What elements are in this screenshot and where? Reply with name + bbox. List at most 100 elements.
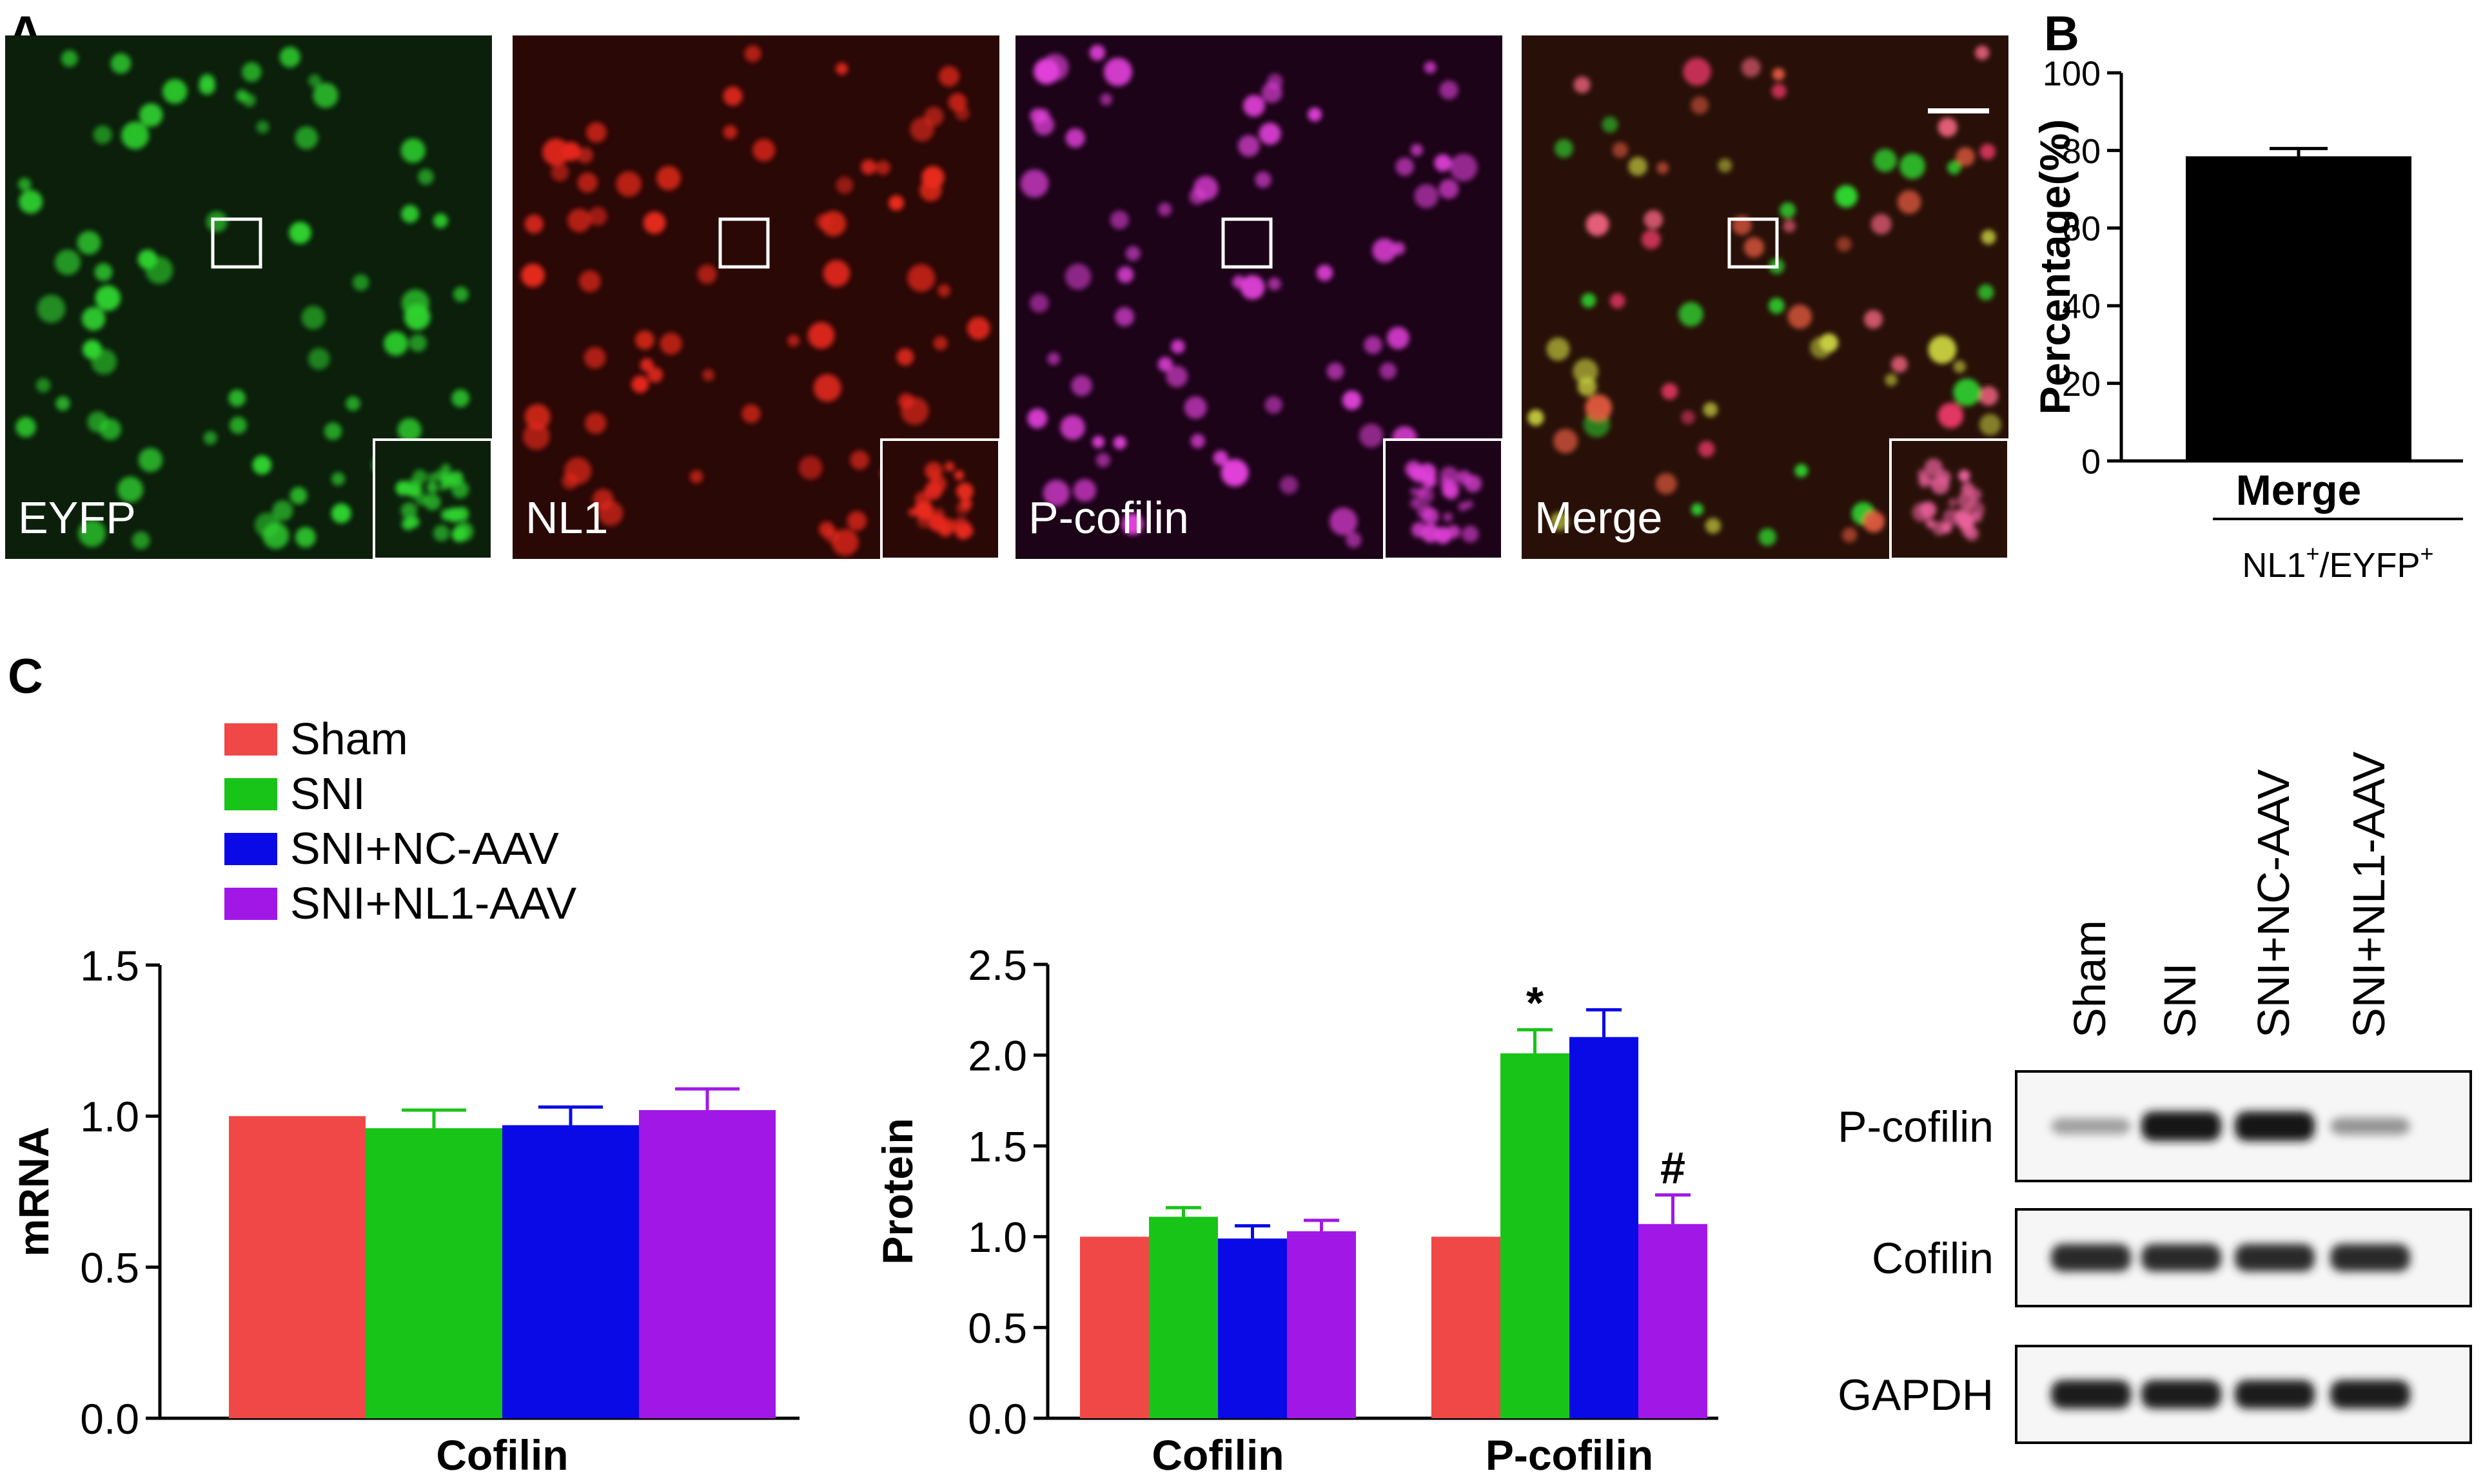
cell-p-cofilin bbox=[1095, 453, 1111, 467]
cell-p-cofilin bbox=[1122, 513, 1144, 535]
cell-eyfp bbox=[384, 331, 408, 356]
cell-eyfp bbox=[289, 221, 311, 244]
inset-cell-eyfp bbox=[441, 464, 451, 474]
cell-nl1 bbox=[640, 358, 654, 372]
cell-p-cofilin bbox=[1092, 436, 1104, 448]
cell-p-cofilin bbox=[1259, 122, 1281, 145]
inset-cell-p-cofilin bbox=[1457, 470, 1471, 485]
cell-merge bbox=[1644, 210, 1663, 229]
cell-nl1 bbox=[635, 330, 654, 350]
y-tick-label-b: 40 bbox=[2062, 288, 2101, 326]
blot-band-gapdh-sham bbox=[2051, 1380, 2131, 1409]
y-tick-label-c-mrna: 0.0 bbox=[80, 1395, 139, 1443]
cell-nl1 bbox=[888, 195, 905, 211]
cell-p-cofilin bbox=[1268, 277, 1281, 291]
chart-c-mrna: 0.0 0.5 1.0 1.5 mRNA Cofilin bbox=[10, 942, 800, 1479]
cell-merge bbox=[1780, 202, 1796, 219]
cell-eyfp bbox=[203, 431, 217, 445]
micrograph-label-eyfp: EYFP bbox=[18, 493, 136, 543]
cell-merge bbox=[1978, 386, 1999, 406]
inset-cell-p-cofilin bbox=[1421, 524, 1440, 543]
y-tick-label-c-protein: 0.0 bbox=[968, 1395, 1027, 1443]
inset-cell-eyfp bbox=[454, 522, 474, 542]
cell-p-cofilin bbox=[1171, 339, 1185, 354]
cell-nl1 bbox=[690, 470, 703, 483]
cell-p-cofilin bbox=[1103, 57, 1132, 86]
blot-lane-label-sni-nc-aav: SNI+NC-AAV bbox=[2248, 769, 2299, 1038]
cell-p-cofilin bbox=[1387, 326, 1409, 349]
bar-c-protein-cofilin-sham bbox=[1080, 1236, 1149, 1418]
cell-merge bbox=[1772, 68, 1785, 81]
cell-eyfp bbox=[242, 93, 256, 107]
cell-eyfp bbox=[453, 286, 469, 302]
cell-merge bbox=[1743, 237, 1765, 258]
inset-cell-p-cofilin bbox=[1422, 473, 1437, 488]
blot-bands-p-cofilin bbox=[2051, 1111, 2410, 1141]
inset-cell-eyfp bbox=[449, 471, 464, 485]
cell-eyfp bbox=[301, 306, 326, 330]
cell-eyfp bbox=[93, 125, 112, 144]
cell-eyfp bbox=[228, 389, 246, 407]
cell-nl1 bbox=[948, 93, 967, 112]
cell-eyfp bbox=[262, 522, 290, 549]
cell-p-cofilin bbox=[1073, 479, 1097, 502]
bar-c-protein-cofilin-sni-nc-aav bbox=[1218, 1238, 1287, 1418]
inset-cell-p-cofilin bbox=[1464, 500, 1474, 509]
cell-nl1 bbox=[567, 208, 591, 233]
cell-merge bbox=[1768, 297, 1785, 314]
cell-p-cofilin bbox=[1158, 202, 1172, 217]
y-tick-label-c-protein: 1.5 bbox=[968, 1122, 1027, 1170]
inset-cell-merge bbox=[1961, 482, 1975, 496]
inset-cell-merge bbox=[1948, 498, 1958, 507]
cell-merge bbox=[1953, 360, 1967, 373]
legend-swatch-sni-nl1-aav bbox=[224, 888, 277, 920]
cell-nl1 bbox=[907, 264, 936, 292]
cell-p-cofilin bbox=[1027, 408, 1048, 429]
inset-cells-p-cofilin bbox=[1405, 460, 1482, 544]
cell-nl1 bbox=[723, 125, 738, 139]
cell-nl1 bbox=[577, 172, 598, 193]
inset-cell-merge bbox=[1912, 502, 1932, 522]
cell-p-cofilin bbox=[1089, 44, 1106, 61]
bar-c-protein-p-cofilin-sni bbox=[1500, 1053, 1569, 1418]
y-tick-label-b: 20 bbox=[2062, 365, 2101, 404]
cell-merge bbox=[1691, 503, 1703, 516]
cell-eyfp bbox=[110, 53, 132, 74]
inset-cell-nl1 bbox=[961, 522, 972, 532]
cell-p-cofilin bbox=[1117, 266, 1134, 284]
bar-c-protein-cofilin-sni bbox=[1149, 1216, 1218, 1418]
micrograph-cells-p-cofilin bbox=[1020, 44, 1478, 548]
inset-cell-eyfp bbox=[447, 507, 462, 523]
cell-merge bbox=[1577, 376, 1597, 396]
cell-eyfp bbox=[313, 83, 339, 108]
legend-label-sham: Sham bbox=[290, 714, 408, 764]
inset-cell-p-cofilin bbox=[1443, 512, 1453, 522]
cell-merge bbox=[1553, 429, 1578, 454]
cell-merge bbox=[1899, 153, 1925, 179]
y-tick-label-c-protein: 2.5 bbox=[968, 941, 1027, 989]
inset-cells-merge bbox=[1912, 458, 1985, 541]
inset-cell-p-cofilin bbox=[1410, 487, 1419, 496]
cell-eyfp bbox=[94, 263, 113, 281]
cell-merge bbox=[1609, 293, 1625, 309]
cell-eyfp bbox=[331, 472, 345, 486]
y-axis-label-b: Percentage(%) bbox=[2031, 119, 2079, 415]
cell-merge bbox=[1612, 142, 1629, 158]
panel-letter-c: C bbox=[8, 649, 43, 704]
cell-merge bbox=[1705, 518, 1722, 534]
cell-eyfp bbox=[256, 121, 270, 133]
cell-nl1 bbox=[616, 171, 642, 197]
cell-nl1 bbox=[564, 457, 592, 485]
y-tick-label-c-mrna: 0.5 bbox=[80, 1244, 139, 1291]
cell-merge bbox=[1978, 284, 1994, 300]
cell-eyfp bbox=[409, 334, 427, 352]
inset-cell-eyfp bbox=[402, 517, 415, 531]
cell-eyfp bbox=[451, 389, 470, 407]
cell-nl1 bbox=[847, 511, 867, 531]
cell-p-cofilin bbox=[1279, 476, 1299, 494]
cell-merge bbox=[1703, 402, 1718, 417]
cell-nl1 bbox=[579, 270, 601, 293]
cell-p-cofilin bbox=[1308, 107, 1322, 122]
cell-nl1 bbox=[807, 322, 835, 349]
cell-merge bbox=[1678, 302, 1703, 327]
